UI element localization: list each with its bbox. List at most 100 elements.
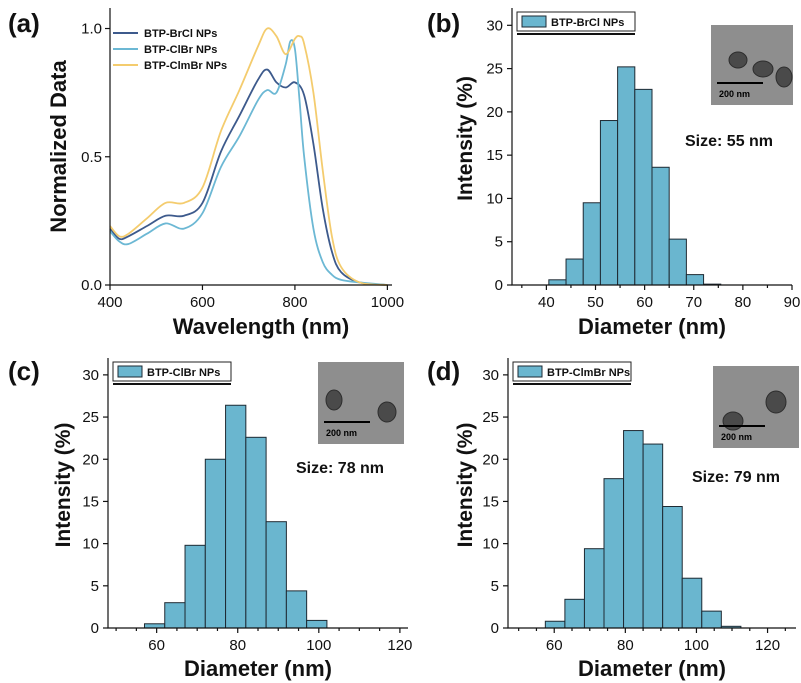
- y-tick-label: 10: [486, 190, 503, 207]
- y-tick-label: 0: [91, 620, 99, 637]
- x-tick-label: 80: [229, 637, 246, 654]
- legend-swatch: [117, 365, 143, 378]
- panel-letter: (a): [8, 8, 40, 38]
- nanoparticle: [722, 411, 744, 431]
- histogram-bar: [651, 166, 670, 286]
- tem-inset-background: [711, 25, 793, 105]
- histogram-bar: [306, 619, 328, 629]
- nanoparticle: [325, 389, 343, 411]
- histogram-bar: [285, 590, 308, 629]
- histogram-bar: [617, 66, 636, 286]
- panel-letter: (d): [427, 356, 460, 386]
- legend-label: BTP-ClBr NPs: [147, 367, 220, 379]
- x-tick-label: 50: [587, 294, 604, 311]
- histogram-bar: [642, 443, 664, 629]
- nanoparticle: [377, 401, 397, 423]
- y-axis-title: Normalized Data: [46, 60, 71, 233]
- y-tick-label: 25: [482, 409, 499, 426]
- size-annotation: Size: 79 nm: [692, 469, 780, 486]
- x-axis-title: Wavelength (nm): [173, 314, 349, 339]
- x-tick-label: 400: [97, 294, 122, 311]
- y-tick-label: 20: [82, 451, 99, 468]
- legend-label: BTP-ClmBr NPs: [144, 60, 227, 72]
- y-tick-label: 15: [82, 493, 99, 510]
- scale-bar-label: 200 nm: [721, 432, 752, 442]
- histogram-bar: [599, 120, 619, 286]
- histogram-bar: [164, 602, 186, 629]
- histogram-bar: [143, 623, 166, 629]
- y-axis-title: Intensity (%): [454, 423, 477, 548]
- x-tick-label: 60: [546, 637, 563, 654]
- x-axis-title: Diameter (nm): [578, 656, 726, 681]
- y-tick-label: 10: [482, 536, 499, 553]
- y-tick-label: 15: [482, 493, 499, 510]
- histogram-bar: [603, 478, 625, 629]
- nanoparticle: [765, 390, 787, 414]
- histogram-bar: [582, 202, 601, 286]
- y-tick-label: 30: [82, 367, 99, 384]
- x-tick-label: 120: [387, 637, 412, 654]
- x-tick-label: 60: [636, 294, 653, 311]
- histogram-bar: [184, 544, 206, 629]
- histogram-bar: [685, 274, 705, 286]
- x-tick-label: 1000: [371, 294, 404, 311]
- tem-inset-image: 200 nm: [713, 366, 799, 448]
- size-annotation: Size: 55 nm: [685, 133, 773, 150]
- panel-a-spectrum: (a) 400 600 800 1000 0.0 0.5 1.0 Wavelength (nm)…: [8, 8, 404, 339]
- histogram-bar: [225, 404, 247, 629]
- panel-letter: (c): [8, 356, 40, 386]
- y-tick-label: 0.5: [81, 149, 102, 166]
- y-tick-label: 30: [486, 17, 503, 34]
- histogram-bar: [634, 88, 653, 286]
- legend-label: BTP-BrCl NPs: [144, 28, 217, 40]
- x-tick-label: 80: [735, 294, 752, 311]
- histogram-bar: [701, 610, 722, 629]
- y-axis-title: Intensity (%): [52, 423, 75, 548]
- histogram-bar: [565, 258, 584, 286]
- histogram-bar: [662, 506, 683, 629]
- histogram-bar: [583, 548, 605, 629]
- x-tick-label: 100: [306, 637, 331, 654]
- y-axis-title: Intensity (%): [454, 76, 477, 201]
- y-tick-label: 15: [486, 147, 503, 164]
- histogram-bar: [564, 598, 585, 629]
- y-tick-label: 5: [491, 578, 499, 595]
- nanoparticle: [752, 60, 774, 78]
- y-tick-label: 0: [495, 277, 503, 294]
- x-tick-label: 70: [685, 294, 702, 311]
- x-tick-label: 40: [538, 294, 555, 311]
- x-tick-label: 800: [282, 294, 307, 311]
- x-tick-label: 60: [148, 637, 165, 654]
- panel-d-histogram: (d) 60 80 100 120 0 5 10 15 20 25 30 Diameter (nm) In…: [427, 356, 799, 681]
- x-tick-label: 80: [617, 637, 634, 654]
- y-tick-label: 25: [82, 409, 99, 426]
- scale-bar-label: 200 nm: [719, 89, 750, 99]
- histogram-bar: [668, 238, 687, 286]
- histogram-bar: [265, 521, 287, 629]
- nanoparticle: [775, 66, 793, 88]
- legend-swatch: [517, 365, 543, 378]
- y-tick-label: 1.0: [81, 21, 102, 38]
- tem-inset-image: 200 nm: [318, 362, 404, 444]
- series-line-1: [109, 68, 388, 286]
- y-tick-label: 5: [495, 234, 503, 251]
- nanoparticle: [728, 51, 748, 69]
- x-tick-label: 120: [755, 637, 780, 654]
- y-tick-label: 0: [491, 620, 499, 637]
- histogram-bar: [204, 458, 227, 629]
- y-tick-label: 30: [482, 367, 499, 384]
- panel-letter: (b): [427, 8, 460, 38]
- y-tick-label: 5: [91, 578, 99, 595]
- size-annotation: Size: 78 nm: [296, 460, 384, 477]
- legend-label: BTP-ClmBr NPs: [547, 367, 630, 379]
- legend-label: BTP-BrCl NPs: [551, 17, 624, 29]
- y-tick-label: 25: [486, 61, 503, 78]
- series-line-2: [109, 39, 388, 286]
- scale-bar-label: 200 nm: [326, 428, 357, 438]
- legend-label: BTP-ClBr NPs: [144, 44, 217, 56]
- y-tick-label: 20: [482, 451, 499, 468]
- tem-inset-image: 200 nm: [711, 25, 793, 105]
- histogram-bar: [548, 279, 567, 286]
- panel-c-histogram: (c) 60 80 100 120 0 5 10 15 20 25 30 Diameter (nm) In…: [8, 356, 412, 681]
